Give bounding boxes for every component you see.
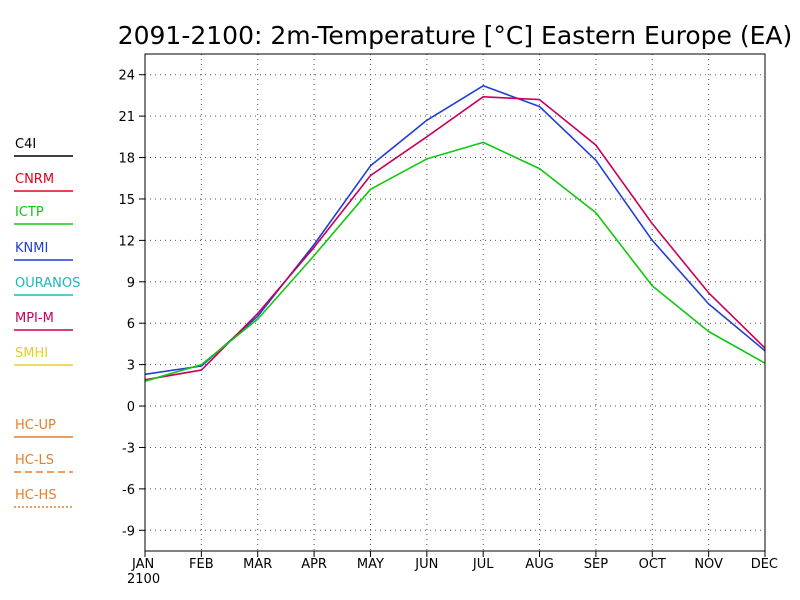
y-tick-label: 18 [118, 152, 135, 167]
y-tick-label: 3 [127, 359, 135, 374]
axes: 24 21 18 15 12 9 6 3 0 -3 -6 -9 JAN FEB MAR APR MAY JUN JU… [118, 69, 778, 587]
legend-label: HC-LS [15, 453, 54, 468]
x-tick-label: APR [301, 557, 327, 572]
x-year-label: 2100 [127, 572, 160, 587]
x-tick-label: JUN [414, 557, 438, 572]
legend-label: SMHI [15, 346, 48, 361]
legend-label: HC-UP [15, 418, 56, 433]
x-tick-label: JUL [472, 557, 494, 572]
legend-label: CNRM [15, 172, 54, 187]
y-tick-label: 21 [118, 110, 135, 125]
series-line-mpi-m [144, 96, 766, 381]
legend: C4I CNRM ICTP KNMI OURANOS MPI-M SMHI HC-UP HC-L… [14, 137, 80, 508]
y-tick-label: -9 [122, 524, 135, 539]
legend-label: KNMI [15, 241, 48, 256]
y-tick-label: 6 [127, 317, 135, 332]
x-tick-label: JAN [131, 557, 154, 572]
x-tick-label: NOV [694, 557, 723, 572]
series-lines [144, 85, 766, 382]
y-tick-label: 12 [118, 234, 135, 249]
x-tick-label: AUG [525, 557, 553, 572]
y-tick-label: -6 [122, 483, 135, 498]
chart-title: 2091-2100: 2m-Temperature [°C] Eastern E… [118, 21, 793, 50]
y-tick-label: 0 [127, 400, 135, 415]
y-tick-label: 24 [118, 69, 135, 84]
series-line-knmi [144, 85, 766, 376]
x-tick-label: MAR [243, 557, 272, 572]
legend-label: ICTP [15, 205, 44, 220]
x-tick-label: MAY [357, 557, 384, 572]
legend-label: C4I [15, 137, 36, 152]
x-tick-label: OCT [639, 557, 666, 572]
legend-label: HC-HS [15, 488, 57, 503]
legend-label: MPI-M [15, 311, 54, 326]
series-line-ictp [144, 141, 766, 382]
y-tick-label: 9 [127, 276, 135, 291]
x-tick-label: FEB [189, 557, 214, 572]
y-tick-label: 15 [118, 193, 135, 208]
x-tick-label: SEP [584, 557, 608, 572]
plot-frame [144, 53, 766, 552]
x-tick-label: DEC [751, 557, 778, 572]
y-tick-label: -3 [122, 441, 135, 456]
legend-label: OURANOS [15, 276, 80, 291]
